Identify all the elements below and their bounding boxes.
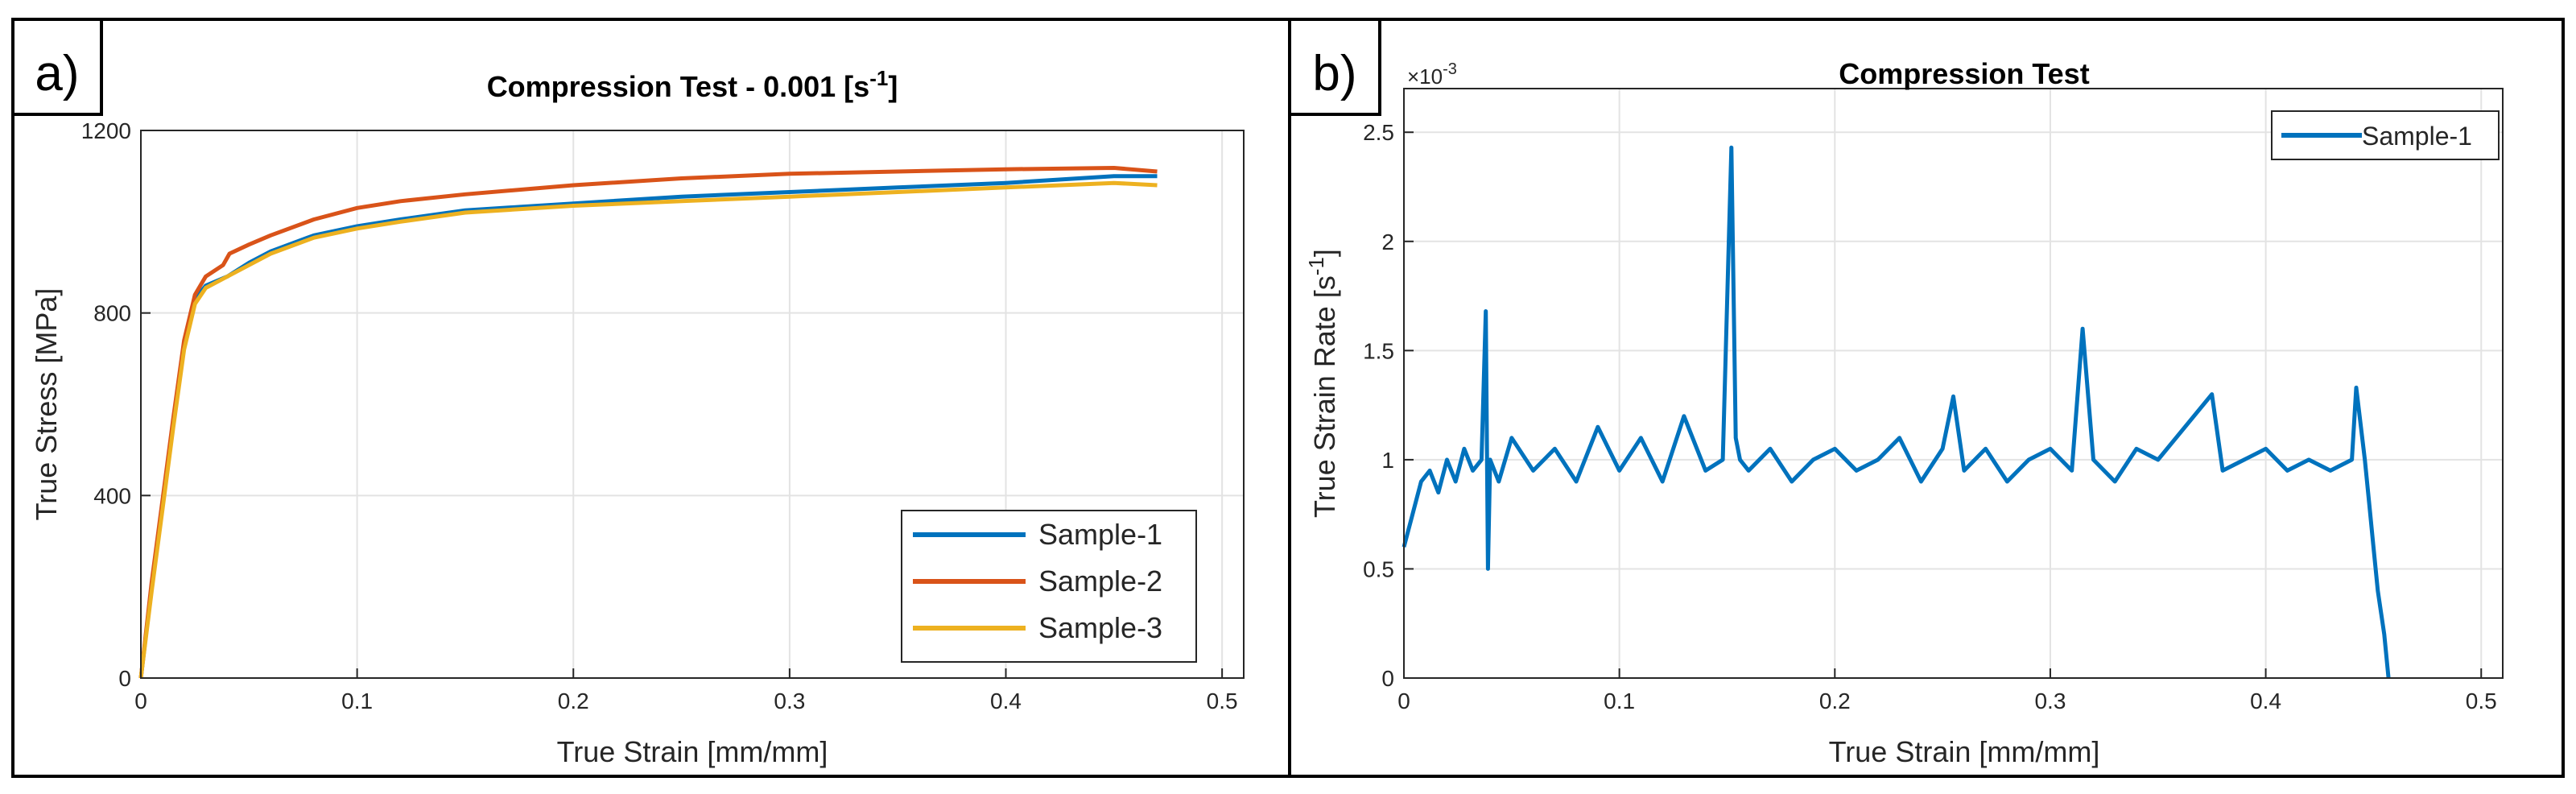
x-tick-label: 0.5: [2466, 689, 2497, 713]
legend-label: Sample-2: [1038, 564, 1162, 598]
y-tick-label: 0.5: [1363, 556, 1394, 581]
y-tick-label: 0: [118, 666, 131, 691]
x-tick-label: 0.5: [1207, 689, 1238, 713]
x-tick-label: 0.2: [1819, 689, 1851, 713]
y-tick-label: 800: [93, 301, 131, 326]
x-tick-label: 0.4: [990, 689, 1022, 713]
legend-label: Sample-1: [2362, 122, 2472, 151]
chart-b-legend: Sample-1: [2271, 110, 2500, 160]
chart-b-title: Compression Test: [1839, 57, 2089, 90]
chart-b-ticks: 0 0.1 0.2 0.3 0.4 0.5 0 0.5 1 1.5 2 2.5: [1363, 120, 2497, 713]
chart-b-series: [1402, 145, 2391, 679]
y-tick-label: 0: [1381, 666, 1394, 691]
y-tick-label: 1: [1381, 448, 1394, 473]
chart-b: 0 0.1 0.2 0.3 0.4 0.5 0 0.5 1 1.5 2 2.5 Compression…: [1304, 57, 2504, 768]
panel-b-tag: b): [1312, 46, 1356, 101]
chart-a-ylabel: True Stress [MPa]: [30, 288, 63, 521]
chart-a-series: [138, 166, 1158, 679]
legend-label: Sample-3: [1038, 611, 1162, 644]
chart-a: 0 0.1 0.2 0.3 0.4 0.5 0 400 800 1200 Compression …: [30, 66, 1245, 768]
x-tick-label: 0.3: [2034, 689, 2066, 713]
x-tick-label: 0.2: [558, 689, 589, 713]
series-line-sample-3: [138, 180, 1158, 679]
x-tick-label: 0.1: [1604, 689, 1635, 713]
panel-a-tag-box: [11, 18, 103, 116]
x-tick-label: 0.4: [2250, 689, 2281, 713]
panel-a-tag: a): [35, 46, 79, 101]
chart-b-axes-box: [1403, 88, 2504, 679]
series-line-sample-1: [1402, 145, 2391, 679]
y-tick-label: 1.5: [1363, 338, 1394, 363]
y-tick-label: 2: [1381, 230, 1394, 254]
chart-a-legend: Sample-1 Sample-2 Sample-3: [901, 510, 1197, 663]
chart-b-xlabel: True Strain [mm/mm]: [1829, 735, 2100, 768]
x-tick-label: 0.1: [341, 689, 373, 713]
chart-b-exponent: ×10-3: [1407, 60, 1457, 89]
chart-a-title: Compression Test - 0.001 [s-1]: [487, 66, 898, 103]
chart-b-ylabel: True Strain Rate [s-1]: [1304, 249, 1341, 518]
x-tick-label: 0: [134, 689, 147, 713]
y-tick-label: 400: [93, 483, 131, 508]
legend-label: Sample-1: [1038, 518, 1162, 551]
x-tick-label: 0: [1397, 689, 1410, 713]
chart-a-axes-box: [140, 130, 1245, 679]
y-tick-label: 2.5: [1363, 120, 1394, 145]
y-tick-label: 1200: [81, 118, 131, 143]
chart-a-xlabel: True Strain [mm/mm]: [557, 735, 828, 768]
x-tick-label: 0.3: [774, 689, 805, 713]
panel-b-tag-box: [1288, 18, 1381, 116]
chart-a-ticks: 0 0.1 0.2 0.3 0.4 0.5 0 400 800 1200: [81, 118, 1238, 713]
